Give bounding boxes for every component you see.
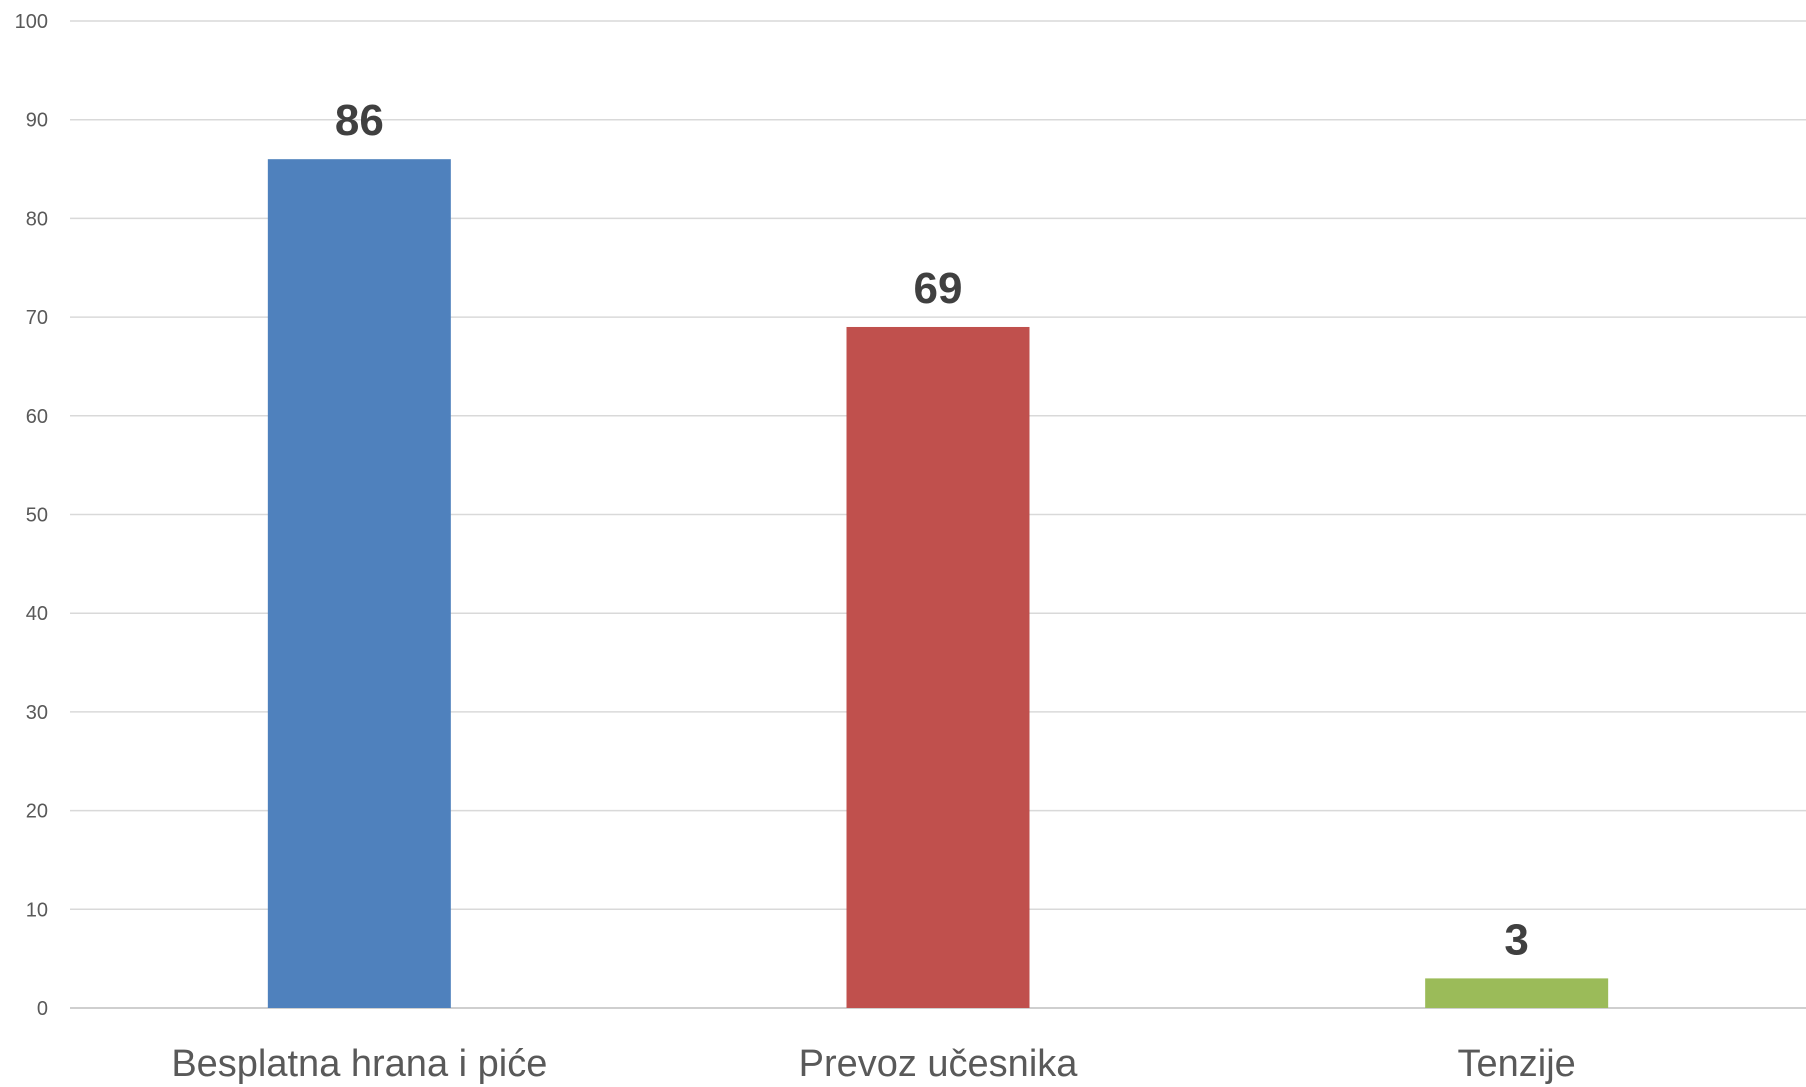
data-label: 86: [335, 96, 384, 145]
y-tick-label: 50: [26, 505, 48, 527]
y-tick-label: 0: [37, 998, 48, 1020]
y-axis: 0 10 20 30 40 50 60 70 80 90 100: [15, 11, 48, 1020]
y-tick-label: 20: [26, 801, 48, 823]
bar: [267, 159, 451, 1008]
y-tick-label: 100: [15, 11, 48, 33]
y-tick-label: 70: [26, 307, 48, 329]
bar: [846, 326, 1030, 1009]
y-tick-label: 40: [26, 603, 48, 625]
x-tick-label: Besplatna hrana i piće: [171, 1043, 547, 1085]
x-axis: Besplatna hrana i piće Prevoz učesnika Ten…: [171, 1043, 1575, 1085]
x-tick-label: Prevoz učesnika: [799, 1043, 1079, 1085]
x-tick-label: Tenzije: [1458, 1043, 1576, 1085]
bars: [267, 159, 1609, 1009]
y-tick-label: 90: [26, 110, 48, 132]
bar: [1425, 978, 1609, 1008]
y-tick-label: 60: [26, 406, 48, 428]
data-label: 69: [914, 264, 963, 313]
y-tick-label: 80: [26, 208, 48, 230]
data-labels: 86 69 3: [335, 96, 1529, 964]
data-label: 3: [1504, 915, 1528, 964]
y-tick-label: 10: [26, 899, 48, 921]
y-tick-label: 30: [26, 702, 48, 724]
